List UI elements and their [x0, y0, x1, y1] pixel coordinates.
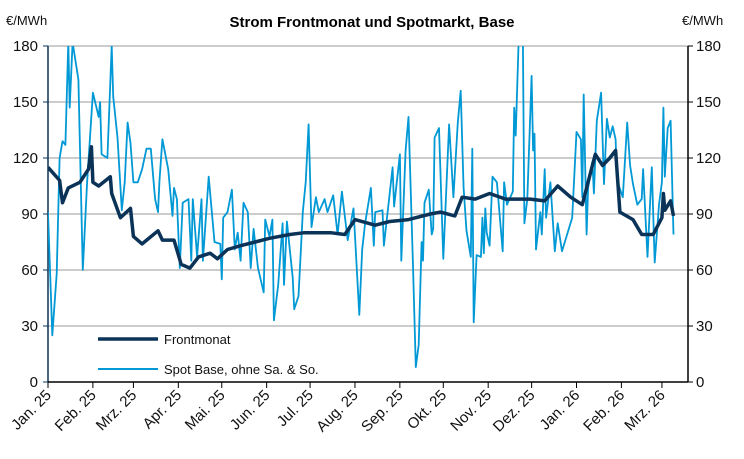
- gridlines: [48, 45, 688, 327]
- x-tick-label: Okt. 25: [404, 387, 450, 433]
- y-tick-label-right: 90: [696, 206, 713, 223]
- y-tick-label-right: 0: [696, 374, 704, 391]
- x-tick-label: Feb. 25: [52, 387, 100, 435]
- x-tick-label: Apr. 25: [140, 387, 186, 433]
- x-tick-label: Jan. 26: [537, 387, 584, 434]
- y-tick-label-left: 150: [13, 94, 38, 111]
- y-tick-label-left: 0: [30, 374, 38, 391]
- x-tick-label: Nov. 25: [447, 387, 495, 435]
- y-axis-label-left: €/MWh: [6, 13, 47, 28]
- y-tick-label-left: 180: [13, 38, 38, 55]
- x-tick-label: Jul. 25: [274, 387, 317, 430]
- series-line-frontmonat: [48, 145, 676, 270]
- y-tick-label-right: 120: [696, 150, 721, 167]
- chart-title: Strom Frontmonat und Spotmarkt, Base: [229, 14, 514, 31]
- x-tick-label: Mrz. 25: [93, 387, 140, 434]
- x-tick-label: Jun. 25: [227, 387, 274, 434]
- y-tick-label-left: 60: [21, 262, 38, 279]
- y-tick-label-left: 120: [13, 150, 38, 167]
- y-tick-label-right: 60: [696, 262, 713, 279]
- y-tick-label-right: 30: [696, 318, 713, 335]
- x-tick-label: Sep. 25: [358, 387, 407, 436]
- x-tick-label: Aug. 25: [313, 387, 362, 436]
- y-axis-label-right: €/MWh: [682, 13, 723, 28]
- series-group: [48, 46, 676, 369]
- y-tick-label-left: 30: [21, 318, 38, 335]
- y-tick-label-left: 90: [21, 206, 38, 223]
- y-tick-label-right: 150: [696, 94, 721, 111]
- legend-label-frontmonat: Frontmonat: [164, 332, 231, 347]
- x-tick-label: Dez. 25: [490, 387, 539, 436]
- x-tick-label: Jan. 25: [8, 387, 55, 434]
- x-tick-label: Mai. 25: [182, 387, 229, 434]
- y-tick-label-right: 180: [696, 38, 721, 55]
- x-tick-label: Mrz. 26: [621, 387, 668, 434]
- series-line-spot-base: [48, 46, 675, 369]
- x-tick-label: Feb. 26: [580, 387, 628, 435]
- legend: Frontmonat Spot Base, ohne Sa. & So.: [98, 332, 319, 377]
- legend-label-spot: Spot Base, ohne Sa. & So.: [164, 362, 319, 377]
